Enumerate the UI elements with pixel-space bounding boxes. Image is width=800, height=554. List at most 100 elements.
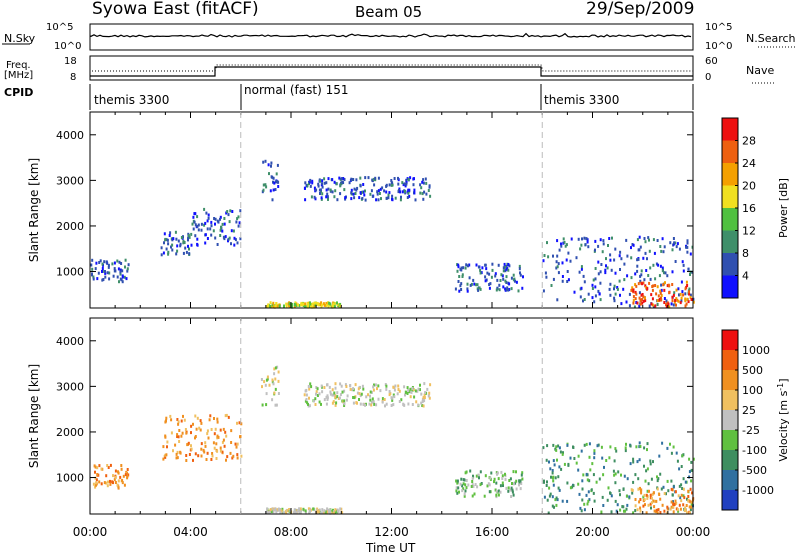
- velocity-frame: [89, 317, 694, 515]
- power-cell: [187, 236, 190, 240]
- velocity-cell: [620, 473, 622, 477]
- velocity-cell: [305, 398, 308, 401]
- velocity-cell: [180, 434, 183, 438]
- velocity-cell: [551, 504, 554, 508]
- power-cell: [177, 239, 180, 243]
- power-cell: [635, 301, 638, 304]
- velocity-cell: [105, 481, 108, 485]
- power-cell: [309, 302, 312, 306]
- velocity-cell: [459, 482, 462, 486]
- power-cell: [363, 193, 366, 197]
- power-cell: [685, 280, 688, 284]
- velocity-cell: [304, 389, 307, 393]
- power-cell: [194, 234, 197, 238]
- power-cell: [656, 303, 659, 306]
- nsky-trace: [89, 32, 692, 38]
- power-cell: [216, 219, 219, 223]
- power-cell: [485, 267, 488, 271]
- power-cell: [230, 242, 232, 246]
- power-cell: [361, 190, 364, 194]
- velocity-cell: [398, 400, 401, 403]
- velocity-cell: [267, 511, 270, 515]
- power-cell: [609, 282, 612, 286]
- velocity-cell: [588, 455, 591, 459]
- power-cell: [333, 305, 336, 309]
- velocity-cell: [480, 482, 483, 485]
- power-cell: [477, 265, 480, 269]
- velocity-cell: [655, 508, 658, 512]
- velocity-cell: [632, 480, 635, 484]
- power-cell: [342, 177, 345, 180]
- power-cell: [375, 198, 378, 202]
- velocity-cell: [547, 511, 550, 515]
- power-cell: [339, 302, 342, 306]
- power-cell: [327, 187, 330, 191]
- power-cell: [586, 240, 589, 244]
- velocity-cell: [312, 507, 315, 511]
- power-cell: [101, 270, 103, 273]
- time-axis-tick-label: 12:00: [374, 525, 409, 539]
- power-cell: [275, 172, 278, 176]
- power-cell: [235, 220, 238, 224]
- power-cell: [582, 274, 585, 278]
- power-cell: [344, 196, 347, 200]
- power-cell: [113, 261, 116, 265]
- velocity-cell: [659, 497, 662, 501]
- power-cell: [224, 235, 227, 239]
- velocity-cell: [231, 456, 234, 460]
- velocity-cell: [185, 454, 188, 457]
- power-cell: [304, 198, 307, 202]
- power-cell: [333, 180, 336, 184]
- power-cell: [238, 221, 241, 225]
- velocity-cell: [272, 510, 275, 514]
- velocity-cell: [199, 419, 202, 423]
- velocity-cell: [586, 478, 589, 482]
- power-cell: [584, 243, 587, 247]
- velocity-cell: [330, 511, 333, 515]
- power-cell: [262, 188, 265, 192]
- power-cell: [466, 287, 469, 291]
- power-cell: [300, 301, 303, 305]
- velocity-cell: [372, 400, 375, 404]
- power-cell: [194, 223, 197, 227]
- velocity-cell: [659, 511, 662, 514]
- velocity-cell: [423, 399, 426, 403]
- velocity-cell: [682, 487, 685, 491]
- velocity-cell: [587, 490, 590, 494]
- velocity-cell: [488, 490, 491, 494]
- power-ytick-label: 1000: [56, 266, 84, 279]
- power-cell: [94, 267, 97, 271]
- power-cell: [104, 275, 107, 279]
- velocity-cell: [308, 509, 311, 513]
- power-cell: [298, 304, 301, 308]
- power-cell: [567, 278, 570, 282]
- power-cell: [659, 291, 662, 295]
- power-cell: [562, 241, 565, 245]
- power-cell: [666, 284, 669, 288]
- power-cell: [295, 304, 298, 308]
- velocity-cell: [598, 477, 601, 481]
- power-cell: [517, 289, 520, 293]
- velocity-cell: [561, 499, 564, 503]
- power-cell: [681, 290, 684, 294]
- power-colorbar-swatch: [722, 208, 738, 231]
- velocity-colorbar-unit-close: ]: [777, 378, 790, 382]
- power-cell: [412, 183, 415, 187]
- velocity-cell: [392, 393, 395, 397]
- velocity-cell: [116, 483, 119, 487]
- velocity-ytick-label: 1000: [56, 472, 84, 485]
- power-cell: [636, 301, 639, 305]
- velocity-cell: [236, 456, 239, 460]
- velocity-cell: [629, 462, 632, 466]
- power-cell: [465, 263, 468, 267]
- power-cell: [630, 276, 633, 280]
- velocity-cell: [505, 486, 508, 490]
- power-cell: [454, 287, 457, 291]
- power-cell: [92, 275, 95, 279]
- power-cell: [494, 274, 497, 278]
- velocity-cell: [467, 483, 470, 487]
- velocity-cell: [393, 385, 396, 389]
- power-cell: [641, 282, 644, 286]
- velocity-cell: [200, 454, 203, 458]
- power-cell: [688, 292, 691, 296]
